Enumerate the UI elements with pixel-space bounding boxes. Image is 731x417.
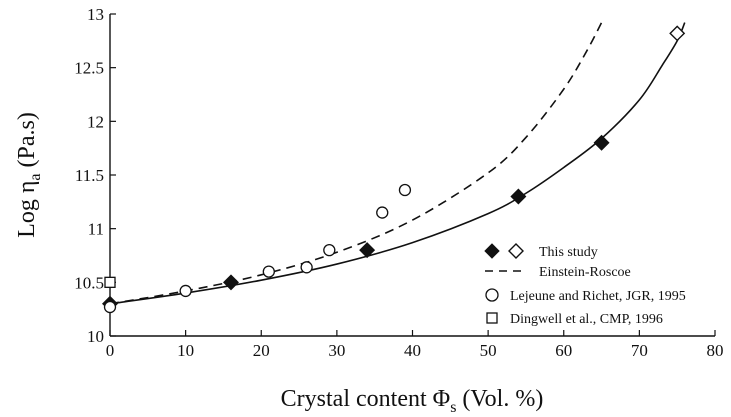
- y-tick-label: 12: [87, 112, 104, 131]
- legend-open-square-marker: [486, 312, 498, 324]
- this-study-filled-diamond-point: [510, 188, 527, 205]
- this-study-open-diamond-point: [669, 25, 686, 42]
- legend-filled-diamond-marker: [484, 243, 500, 259]
- y-tick-label: 11.5: [75, 166, 104, 185]
- lejeune-richet-circle-point: [300, 261, 313, 274]
- x-tick-label: 50: [480, 341, 497, 360]
- y-tick-label: 10: [87, 327, 104, 346]
- dingwell-square-point: [104, 276, 116, 288]
- y-axis-title-group: Log ηa (Pa.s): [14, 112, 44, 238]
- x-ticks: 0 10 20 30 40 50 60 70 80: [106, 330, 724, 360]
- y-axis-title: Log ηa (Pa.s): [14, 112, 44, 238]
- legend-label-dingwell: Dingwell et al., CMP, 1996: [510, 312, 663, 327]
- y-tick-label: 11: [88, 220, 104, 239]
- lejeune-richet-circle-point: [376, 206, 389, 219]
- legend-label-lejeune: Lejeune and Richet, JGR, 1995: [510, 289, 686, 304]
- fit-curves: [109, 22, 686, 305]
- x-tick-label: 40: [404, 341, 421, 360]
- x-tick-label: 80: [707, 341, 724, 360]
- lejeune-richet-circle-point: [179, 284, 192, 298]
- x-tick-label: 60: [555, 341, 572, 360]
- lejeune-richet-circle-point: [323, 243, 336, 257]
- x-tick-label: 0: [106, 341, 115, 360]
- this-study-filled-diamond-point: [223, 274, 239, 291]
- x-tick-label: 10: [177, 341, 194, 360]
- legend-item-this-study: This study: [484, 243, 598, 260]
- this-study-filled-diamond-point: [359, 242, 376, 259]
- legend-item-dingwell: Dingwell et al., CMP, 1996: [486, 312, 663, 327]
- legend-open-circle-marker: [485, 288, 499, 302]
- model-fit-solid-curve: [109, 22, 686, 305]
- data-points: [102, 25, 686, 314]
- x-tick-label: 70: [631, 341, 648, 360]
- x-tick-label: 20: [253, 341, 270, 360]
- legend-label-einstein-roscoe: Einstein-Roscoe: [539, 265, 631, 280]
- this-study-filled-diamond-point: [593, 134, 610, 151]
- lejeune-richet-circle-point: [398, 183, 412, 197]
- legend-item-lejeune: Lejeune and Richet, JGR, 1995: [485, 288, 686, 304]
- lejeune-richet-circle-point: [262, 265, 275, 278]
- einstein-roscoe-dashed-curve: [109, 22, 603, 305]
- legend-label-this-study: This study: [539, 245, 598, 260]
- y-ticks: 10 10.5 11 11.5 12 12.5 13: [74, 5, 116, 346]
- legend-open-diamond-marker: [508, 243, 524, 259]
- lejeune-richet-circle-point: [103, 300, 117, 314]
- x-axis-title: Crystal content Φs (Vol. %): [281, 386, 544, 416]
- y-tick-label: 12.5: [74, 59, 104, 78]
- legend: This study Einstein-Roscoe Lejeune and R…: [484, 243, 686, 327]
- y-tick-label: 13: [87, 5, 104, 24]
- x-tick-label: 30: [328, 341, 345, 360]
- legend-item-einstein-roscoe: Einstein-Roscoe: [485, 265, 631, 280]
- y-tick-label: 10.5: [74, 273, 104, 292]
